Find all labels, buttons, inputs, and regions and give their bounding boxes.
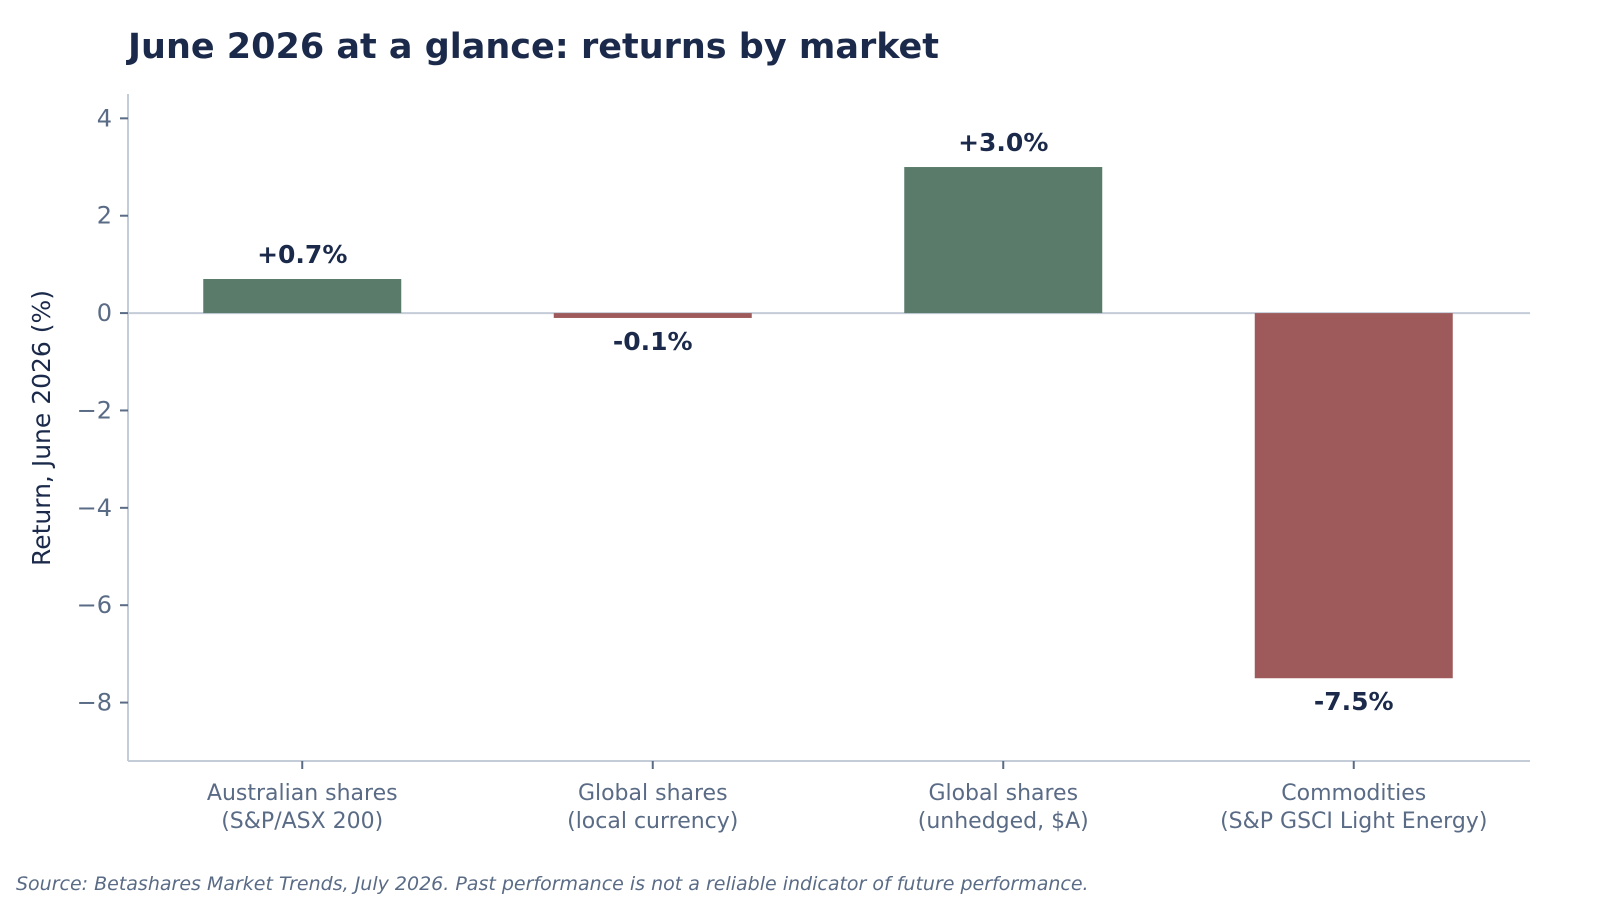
axes: 4 2 0 −2 −4 −6 −8 Australian shares (S&P/ASX 200… bbox=[77, 94, 1530, 834]
source-note: Source: Betashares Market Trends, July 2… bbox=[16, 873, 1089, 895]
y-tick-label: −8 bbox=[77, 689, 112, 717]
y-tick-label: −6 bbox=[77, 591, 112, 619]
x-category-label: Global shares bbox=[578, 781, 728, 806]
data-labels: +0.7% -0.1% +3.0% -7.5% bbox=[257, 128, 1394, 716]
y-tick-label: −4 bbox=[77, 494, 112, 522]
x-category-label: (local currency) bbox=[567, 809, 738, 834]
bar bbox=[553, 313, 752, 318]
value-label: -7.5% bbox=[1314, 687, 1394, 716]
bar bbox=[904, 167, 1103, 314]
bar bbox=[1254, 313, 1453, 679]
x-category-label: Global shares bbox=[928, 781, 1078, 806]
value-label: -0.1% bbox=[613, 327, 693, 356]
x-category-label: (S&P GSCI Light Energy) bbox=[1220, 809, 1487, 834]
y-tick-label: −2 bbox=[77, 396, 112, 424]
value-label: +0.7% bbox=[257, 240, 347, 269]
value-label: +3.0% bbox=[958, 128, 1048, 157]
y-axis-label: Return, June 2026 (%) bbox=[27, 290, 56, 566]
x-category-label: (S&P/ASX 200) bbox=[221, 809, 383, 834]
y-tick-label: 2 bbox=[97, 202, 112, 230]
chart-title: June 2026 at a glance: returns by market bbox=[126, 27, 939, 67]
x-category-label: Commodities bbox=[1281, 781, 1426, 806]
y-tick-label: 4 bbox=[97, 104, 112, 132]
bars bbox=[203, 167, 1453, 679]
x-category-label: Australian shares bbox=[207, 781, 398, 806]
x-category-label: (unhedged, $A) bbox=[918, 809, 1089, 834]
y-tick-label: 0 bbox=[97, 299, 112, 327]
bar bbox=[203, 279, 402, 314]
